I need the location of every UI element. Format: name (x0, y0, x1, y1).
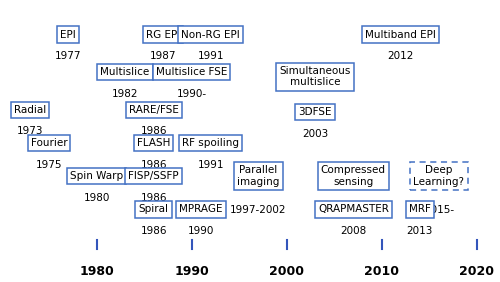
Text: 2000: 2000 (270, 265, 304, 278)
Text: MRF: MRF (409, 204, 431, 214)
Text: 2005: 2005 (302, 105, 328, 115)
Text: Simultaneous
multislice: Simultaneous multislice (280, 66, 351, 87)
Text: FISP/SSFP: FISP/SSFP (128, 171, 179, 181)
Text: 1990-: 1990- (176, 89, 206, 99)
Text: MPRAGE: MPRAGE (180, 204, 223, 214)
Text: Multislice FSE: Multislice FSE (156, 67, 228, 77)
Text: 1986: 1986 (140, 160, 167, 170)
Text: 1986: 1986 (140, 226, 167, 236)
Text: Deep
Learning?: Deep Learning? (414, 166, 465, 187)
Text: 2020: 2020 (460, 265, 494, 278)
Text: FLASH: FLASH (137, 138, 170, 148)
Text: RF spoiling: RF spoiling (182, 138, 239, 148)
Text: 1986: 1986 (140, 193, 167, 203)
Text: Radial: Radial (14, 105, 46, 115)
Text: RG EPI: RG EPI (146, 30, 180, 39)
Text: 1986: 1986 (140, 126, 167, 136)
Text: Non-RG EPI: Non-RG EPI (182, 30, 240, 39)
Text: 2012: 2012 (388, 51, 414, 61)
Text: Parallel
imaging: Parallel imaging (237, 166, 280, 187)
Text: QRAPMASTER: QRAPMASTER (318, 204, 389, 214)
Text: 2013: 2013 (406, 226, 433, 236)
Text: RARE/FSE: RARE/FSE (128, 105, 178, 115)
Text: EPI: EPI (60, 30, 76, 39)
Text: 1980: 1980 (84, 193, 110, 203)
Text: 2008: 2008 (340, 226, 366, 236)
Text: Fourier: Fourier (30, 138, 68, 148)
Text: 1975: 1975 (36, 160, 62, 170)
Text: 1973: 1973 (16, 126, 43, 136)
Text: Spiral: Spiral (138, 204, 168, 214)
Text: 2007: 2007 (340, 205, 366, 215)
Text: 1990: 1990 (188, 226, 214, 236)
Text: 1991: 1991 (198, 160, 224, 170)
Text: 1980: 1980 (79, 265, 114, 278)
Text: 1977: 1977 (54, 51, 81, 61)
Text: 1997-2002: 1997-2002 (230, 205, 286, 215)
Text: 1987: 1987 (150, 51, 176, 61)
Text: 3DFSE: 3DFSE (298, 107, 332, 117)
Text: 1991: 1991 (198, 51, 224, 61)
Text: 2015-: 2015- (424, 205, 454, 215)
Text: 1990: 1990 (174, 265, 209, 278)
Text: 2010: 2010 (364, 265, 400, 278)
Text: 2003: 2003 (302, 129, 328, 139)
Text: Multiband EPI: Multiband EPI (366, 30, 436, 39)
Text: Spin Warp: Spin Warp (70, 171, 123, 181)
Text: Compressed
sensing: Compressed sensing (321, 166, 386, 187)
Text: 1982: 1982 (112, 89, 138, 99)
Text: Multislice: Multislice (100, 67, 150, 77)
